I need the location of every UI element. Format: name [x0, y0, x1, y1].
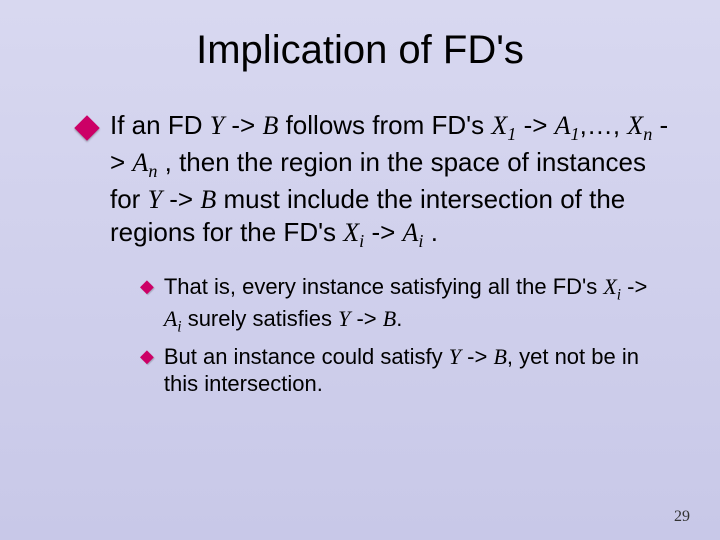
- sub1-arrow: ->: [621, 274, 647, 299]
- an-letter: A: [132, 148, 148, 177]
- xi-letter: X: [343, 218, 359, 247]
- ellipsis: ,…,: [580, 110, 628, 140]
- a1-sub: 1: [571, 124, 580, 144]
- ai-letter: A: [403, 218, 419, 247]
- sub1-ai-letter: A: [164, 306, 177, 331]
- sub1-arrow2: ->: [350, 306, 382, 331]
- sub-bullet-2: ◆ But an instance could satisfy Y -> B, …: [140, 343, 670, 398]
- arrow: ->: [224, 110, 262, 140]
- sub2-prefix: But an instance could satisfy: [164, 344, 449, 369]
- small-diamond-icon: ◆: [140, 346, 154, 367]
- sub-bullet-1: ◆ That is, every instance satisfying all…: [140, 273, 670, 336]
- x1-sub: 1: [507, 124, 516, 144]
- page-number: 29: [674, 508, 690, 526]
- small-diamond-icon: ◆: [140, 276, 154, 297]
- var-y: Y: [210, 111, 224, 140]
- slide-content: Implication of FD's If an FD Y -> B foll…: [0, 0, 720, 540]
- xn-letter: X: [627, 111, 643, 140]
- var-xn: Xn: [627, 111, 652, 140]
- sub-bullet-2-text: But an instance could satisfy Y -> B, ye…: [164, 343, 670, 398]
- var-b: B: [262, 111, 278, 140]
- sub1-mid: surely satisfies: [182, 306, 339, 331]
- sub1-y: Y: [338, 306, 350, 331]
- text-mid1: follows from FD's: [278, 110, 491, 140]
- var-x1: X1: [491, 111, 516, 140]
- arrow2: ->: [516, 110, 554, 140]
- sub1-xi-letter: X: [603, 274, 616, 299]
- var-ai: Ai: [403, 218, 424, 247]
- main-bullet: If an FD Y -> B follows from FD's X1 -> …: [78, 109, 670, 253]
- period: .: [423, 217, 437, 247]
- sub-bullet-list: ◆ That is, every instance satisfying all…: [140, 273, 670, 397]
- arrow4: ->: [162, 184, 200, 214]
- var-b2: B: [200, 185, 216, 214]
- sub1-period: .: [396, 306, 402, 331]
- sub1-b: B: [383, 306, 396, 331]
- var-xi: Xi: [343, 218, 364, 247]
- sub1-prefix: That is, every instance satisfying all t…: [164, 274, 603, 299]
- var-y2: Y: [148, 185, 162, 214]
- var-an: An: [132, 148, 157, 177]
- sub1-xi: Xi: [603, 274, 621, 299]
- text-prefix: If an FD: [110, 110, 210, 140]
- x1-letter: X: [491, 111, 507, 140]
- main-bullet-text: If an FD Y -> B follows from FD's X1 -> …: [110, 109, 670, 253]
- sub1-ai: Ai: [164, 306, 182, 331]
- sub2-b: B: [493, 344, 506, 369]
- diamond-bullet-icon: [74, 115, 99, 140]
- var-a1: A1: [555, 111, 580, 140]
- slide-title: Implication of FD's: [50, 28, 670, 73]
- xn-sub: n: [643, 124, 652, 144]
- sub-bullet-1-text: That is, every instance satisfying all t…: [164, 273, 670, 336]
- a1-letter: A: [555, 111, 571, 140]
- sub2-arrow: ->: [461, 344, 493, 369]
- sub2-y: Y: [449, 344, 461, 369]
- arrow5: ->: [364, 217, 402, 247]
